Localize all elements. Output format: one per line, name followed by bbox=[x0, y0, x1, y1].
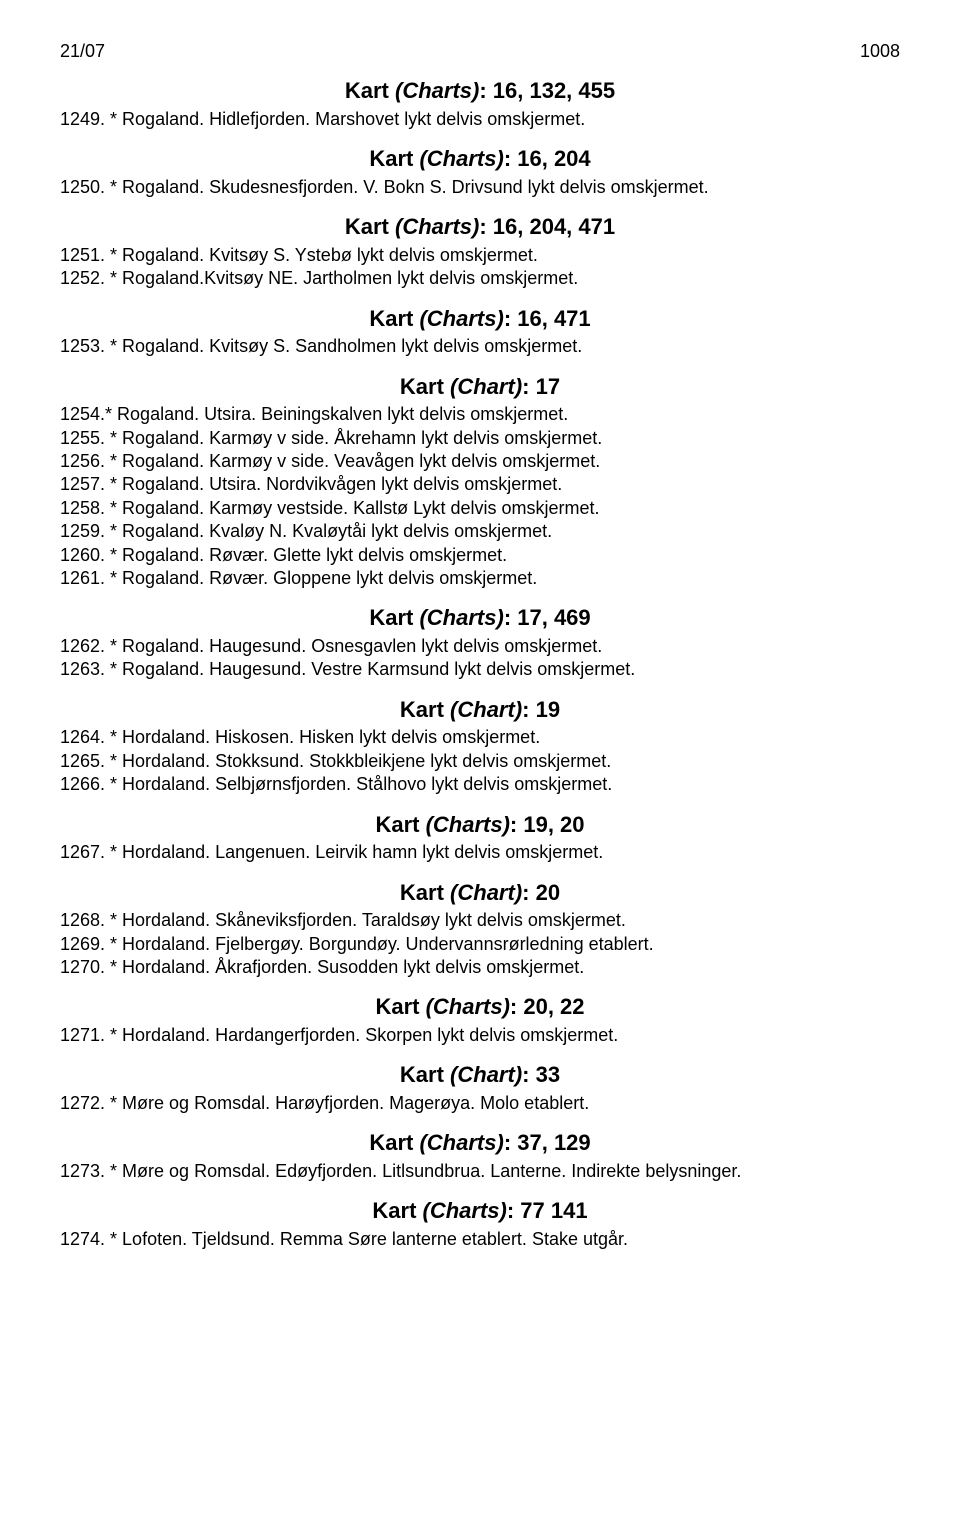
title-suffix: : 77 141 bbox=[507, 1198, 588, 1223]
title-italic: (Charts) bbox=[419, 605, 503, 630]
entry-line: 1255. * Rogaland. Karmøy v side. Åkreham… bbox=[60, 427, 900, 450]
entry-line: 1252. * Rogaland.Kvitsøy NE. Jartholmen … bbox=[60, 267, 900, 290]
title-suffix: : 16, 204, 471 bbox=[479, 214, 615, 239]
entry-line: 1271. * Hordaland. Hardangerfjorden. Sko… bbox=[60, 1024, 900, 1047]
section-title: Kart (Charts): 77 141 bbox=[60, 1197, 900, 1226]
title-prefix: Kart bbox=[369, 146, 419, 171]
title-prefix: Kart bbox=[345, 214, 395, 239]
title-italic: (Charts) bbox=[419, 146, 503, 171]
title-prefix: Kart bbox=[369, 605, 419, 630]
title-prefix: Kart bbox=[369, 1130, 419, 1155]
entry-line: 1266. * Hordaland. Selbjørnsfjorden. Stå… bbox=[60, 773, 900, 796]
title-suffix: : 37, 129 bbox=[504, 1130, 591, 1155]
entry-line: 1261. * Rogaland. Røvær. Gloppene lykt d… bbox=[60, 567, 900, 590]
title-italic: (Charts) bbox=[423, 1198, 507, 1223]
title-italic: (Charts) bbox=[419, 306, 503, 331]
entry-line: 1256. * Rogaland. Karmøy v side. Veavåge… bbox=[60, 450, 900, 473]
entry-line: 1267. * Hordaland. Langenuen. Leirvik ha… bbox=[60, 841, 900, 864]
section-title: Kart (Charts): 37, 129 bbox=[60, 1129, 900, 1158]
title-suffix: : 19 bbox=[522, 697, 560, 722]
entry-line: 1272. * Møre og Romsdal. Harøyfjorden. M… bbox=[60, 1092, 900, 1115]
title-italic: (Chart) bbox=[450, 697, 522, 722]
title-prefix: Kart bbox=[400, 880, 450, 905]
title-italic: (Charts) bbox=[426, 812, 510, 837]
title-suffix: : 16, 204 bbox=[504, 146, 591, 171]
entry-line: 1273. * Møre og Romsdal. Edøyfjorden. Li… bbox=[60, 1160, 900, 1183]
section-title: Kart (Charts): 17, 469 bbox=[60, 604, 900, 633]
entry-line: 1259. * Rogaland. Kvaløy N. Kvaløytåi ly… bbox=[60, 520, 900, 543]
entry-line: 1270. * Hordaland. Åkrafjorden. Susodden… bbox=[60, 956, 900, 979]
title-suffix: : 20, 22 bbox=[510, 994, 585, 1019]
title-italic: (Chart) bbox=[450, 1062, 522, 1087]
entry-line: 1250. * Rogaland. Skudesnesfjorden. V. B… bbox=[60, 176, 900, 199]
title-prefix: Kart bbox=[375, 994, 425, 1019]
title-suffix: : 17 bbox=[522, 374, 560, 399]
title-prefix: Kart bbox=[345, 78, 395, 103]
entry-line: 1263. * Rogaland. Haugesund. Vestre Karm… bbox=[60, 658, 900, 681]
entry-line: 1262. * Rogaland. Haugesund. Osnesgavlen… bbox=[60, 635, 900, 658]
title-prefix: Kart bbox=[372, 1198, 422, 1223]
section-title: Kart (Chart): 20 bbox=[60, 879, 900, 908]
section-title: Kart (Charts): 20, 22 bbox=[60, 993, 900, 1022]
title-italic: (Chart) bbox=[450, 880, 522, 905]
title-italic: (Charts) bbox=[395, 214, 479, 239]
title-suffix: : 20 bbox=[522, 880, 560, 905]
entry-line: 1260. * Rogaland. Røvær. Glette lykt del… bbox=[60, 544, 900, 567]
title-suffix: : 17, 469 bbox=[504, 605, 591, 630]
title-prefix: Kart bbox=[375, 812, 425, 837]
title-italic: (Charts) bbox=[426, 994, 510, 1019]
entry-line: 1254.* Rogaland. Utsira. Beiningskalven … bbox=[60, 403, 900, 426]
entry-line: 1264. * Hordaland. Hiskosen. Hisken lykt… bbox=[60, 726, 900, 749]
entry-line: 1258. * Rogaland. Karmøy vestside. Kalls… bbox=[60, 497, 900, 520]
entry-line: 1274. * Lofoten. Tjeldsund. Remma Søre l… bbox=[60, 1228, 900, 1251]
section-title: Kart (Charts): 16, 204, 471 bbox=[60, 213, 900, 242]
title-suffix: : 16, 471 bbox=[504, 306, 591, 331]
title-prefix: Kart bbox=[400, 374, 450, 399]
section-title: Kart (Charts): 19, 20 bbox=[60, 811, 900, 840]
title-prefix: Kart bbox=[400, 1062, 450, 1087]
section-title: Kart (Charts): 16, 204 bbox=[60, 145, 900, 174]
title-suffix: : 19, 20 bbox=[510, 812, 585, 837]
title-italic: (Chart) bbox=[450, 374, 522, 399]
header-right: 1008 bbox=[860, 40, 900, 63]
entry-line: 1257. * Rogaland. Utsira. Nordvikvågen l… bbox=[60, 473, 900, 496]
entry-line: 1268. * Hordaland. Skåneviksfjorden. Tar… bbox=[60, 909, 900, 932]
title-italic: (Charts) bbox=[395, 78, 479, 103]
title-suffix: : 16, 132, 455 bbox=[479, 78, 615, 103]
page-header: 21/07 1008 bbox=[60, 40, 900, 63]
title-prefix: Kart bbox=[369, 306, 419, 331]
title-italic: (Charts) bbox=[419, 1130, 503, 1155]
title-prefix: Kart bbox=[400, 697, 450, 722]
entry-line: 1265. * Hordaland. Stokksund. Stokkbleik… bbox=[60, 750, 900, 773]
section-title: Kart (Chart): 33 bbox=[60, 1061, 900, 1090]
header-left: 21/07 bbox=[60, 40, 105, 63]
sections-container: Kart (Charts): 16, 132, 4551249. * Rogal… bbox=[60, 77, 900, 1251]
entry-line: 1251. * Rogaland. Kvitsøy S. Ystebø lykt… bbox=[60, 244, 900, 267]
entry-line: 1253. * Rogaland. Kvitsøy S. Sandholmen … bbox=[60, 335, 900, 358]
section-title: Kart (Chart): 17 bbox=[60, 373, 900, 402]
entry-line: 1249. * Rogaland. Hidlefjorden. Marshove… bbox=[60, 108, 900, 131]
section-title: Kart (Charts): 16, 471 bbox=[60, 305, 900, 334]
section-title: Kart (Chart): 19 bbox=[60, 696, 900, 725]
title-suffix: : 33 bbox=[522, 1062, 560, 1087]
entry-line: 1269. * Hordaland. Fjelbergøy. Borgundøy… bbox=[60, 933, 900, 956]
section-title: Kart (Charts): 16, 132, 455 bbox=[60, 77, 900, 106]
